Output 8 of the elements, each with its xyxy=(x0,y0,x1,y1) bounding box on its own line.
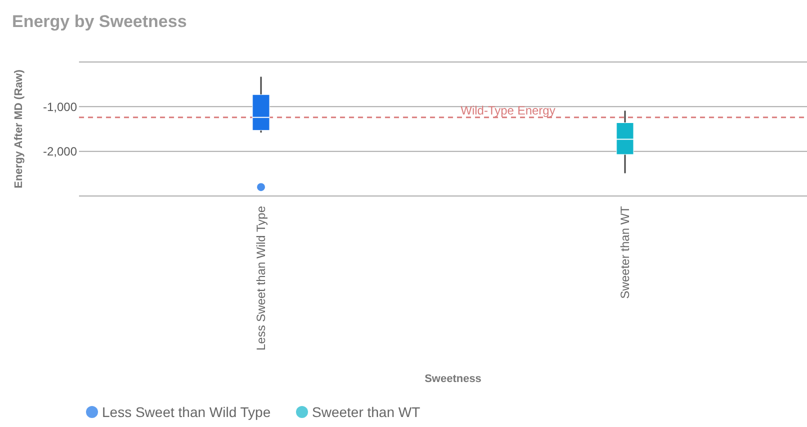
y-axis-title: Energy After MD (Raw) xyxy=(13,69,25,188)
x-axis-title: Sweetness xyxy=(424,373,482,385)
chart-title: Energy by Sweetness xyxy=(12,12,187,31)
legend-label: Sweeter than WT xyxy=(312,404,421,420)
y-tick-label: -2,000 xyxy=(42,144,78,159)
legend-label: Less Sweet than Wild Type xyxy=(102,404,271,420)
y-tick-label: -1,000 xyxy=(42,100,78,114)
ref-line-label: Wild-Type Energy xyxy=(460,103,556,118)
